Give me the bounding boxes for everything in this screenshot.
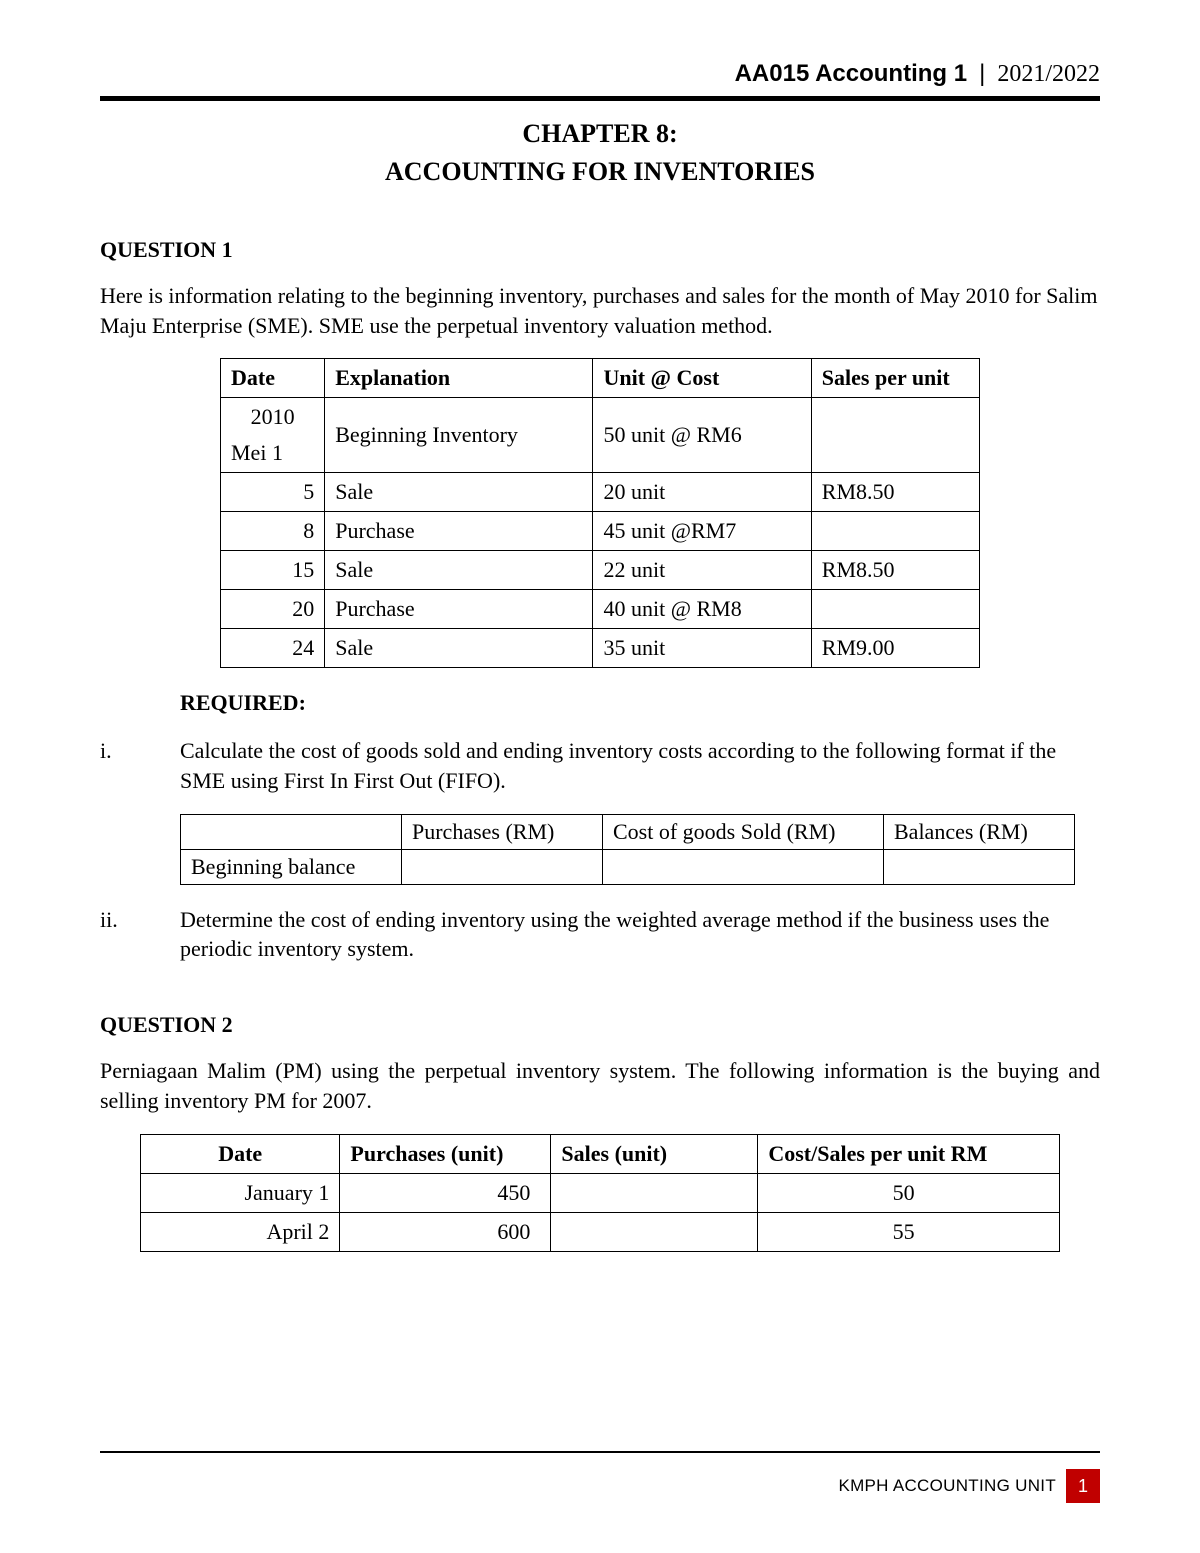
footer-unit-label: KMPH ACCOUNTING UNIT — [838, 1476, 1056, 1496]
q1-inventory-table: Date Explanation Unit @ Cost Sales per u… — [220, 358, 980, 668]
q1-row2-date: 8 — [221, 512, 325, 551]
req-ii-text: Determine the cost of ending inventory u… — [180, 905, 1100, 964]
q1-row0-date: Mei 1 — [231, 440, 314, 466]
question-2-heading: QUESTION 2 — [100, 1012, 1100, 1038]
q2-row0-sales — [551, 1173, 758, 1212]
requirement-ii: ii. Determine the cost of ending invento… — [100, 905, 1100, 964]
q1-row1-sales: RM8.50 — [811, 473, 979, 512]
q1-row3-sales: RM8.50 — [811, 551, 979, 590]
footer-rule — [100, 1451, 1100, 1453]
req-ii-num: ii. — [100, 905, 180, 964]
page-header: AA015 Accounting 1 | 2021/2022 — [100, 60, 1100, 88]
document-page: AA015 Accounting 1 | 2021/2022 CHAPTER 8… — [0, 0, 1200, 1553]
q2-row1-purch: 600 — [340, 1212, 551, 1251]
q1-row4-exp: Purchase — [325, 590, 593, 629]
q1-row4-sales — [811, 590, 979, 629]
q1-th-sales: Sales per unit — [811, 359, 979, 398]
course-code: AA015 Accounting 1 — [735, 60, 968, 87]
q1-row4-date: 20 — [221, 590, 325, 629]
q1-row3-exp: Sale — [325, 551, 593, 590]
q1-row2-sales — [811, 512, 979, 551]
q1-row0-exp: Beginning Inventory — [325, 416, 593, 473]
q1-row0-unit: 50 unit @ RM6 — [593, 416, 811, 473]
q1-cell-empty — [593, 398, 811, 416]
header-separator: | — [979, 60, 985, 87]
q2-row0-date: January 1 — [141, 1173, 340, 1212]
t2-h0 — [181, 814, 402, 849]
q1-row2-unit: 45 unit @RM7 — [593, 512, 811, 551]
q1-row3-unit: 22 unit — [593, 551, 811, 590]
q2-row0-cost: 50 — [758, 1173, 1060, 1212]
q1-row2-exp: Purchase — [325, 512, 593, 551]
page-footer: KMPH ACCOUNTING UNIT 1 — [100, 1451, 1100, 1503]
academic-year: 2021/2022 — [997, 61, 1100, 87]
q1-row5-exp: Sale — [325, 629, 593, 668]
req-i-num: i. — [100, 736, 180, 795]
q1-row1-date: 5 — [221, 473, 325, 512]
q2-th-cost: Cost/Sales per unit RM — [758, 1134, 1060, 1173]
q1-cell-empty — [325, 398, 593, 416]
question-1-heading: QUESTION 1 — [100, 237, 1100, 263]
t2-h2: Cost of goods Sold (RM) — [603, 814, 884, 849]
q1-cell-empty — [811, 398, 979, 416]
t2-cell-empty — [402, 849, 603, 884]
chapter-title: ACCOUNTING FOR INVENTORIES — [100, 157, 1100, 187]
chapter-number: CHAPTER 8: — [100, 119, 1100, 149]
q2-th-date: Date — [141, 1134, 340, 1173]
q1-row5-unit: 35 unit — [593, 629, 811, 668]
q2-inventory-table: Date Purchases (unit) Sales (unit) Cost/… — [140, 1134, 1060, 1252]
q2-row1-sales — [551, 1212, 758, 1251]
header-rule — [100, 96, 1100, 101]
t2-h1: Purchases (RM) — [402, 814, 603, 849]
q1-row0-sales — [811, 416, 979, 473]
req-i-text: Calculate the cost of goods sold and end… — [180, 736, 1100, 795]
question-1-intro: Here is information relating to the begi… — [100, 281, 1100, 340]
q1-year: 2010 — [231, 404, 314, 430]
question-2-intro: Perniagaan Malim (PM) using the perpetua… — [100, 1056, 1100, 1115]
q1-row3-date: 15 — [221, 551, 325, 590]
q2-th-purchases: Purchases (unit) — [340, 1134, 551, 1173]
q2-th-sales: Sales (unit) — [551, 1134, 758, 1173]
q1-row5-sales: RM9.00 — [811, 629, 979, 668]
q2-row1-date: April 2 — [141, 1212, 340, 1251]
q1-row1-exp: Sale — [325, 473, 593, 512]
q1-row5-date: 24 — [221, 629, 325, 668]
requirement-i: i. Calculate the cost of goods sold and … — [100, 736, 1100, 795]
t2-row-label: Beginning balance — [181, 849, 402, 884]
q2-row0-purch: 450 — [340, 1173, 551, 1212]
page-number-badge: 1 — [1066, 1469, 1100, 1503]
q1-th-unit-cost: Unit @ Cost — [593, 359, 811, 398]
q2-row1-cost: 55 — [758, 1212, 1060, 1251]
q1-th-explanation: Explanation — [325, 359, 593, 398]
t2-cell-empty — [603, 849, 884, 884]
q1-row4-unit: 40 unit @ RM8 — [593, 590, 811, 629]
q1-row1-unit: 20 unit — [593, 473, 811, 512]
t2-h3: Balances (RM) — [884, 814, 1075, 849]
t2-cell-empty — [884, 849, 1075, 884]
required-heading: REQUIRED: — [100, 690, 1100, 716]
fifo-format-table: Purchases (RM) Cost of goods Sold (RM) B… — [180, 814, 1075, 885]
q1-th-date: Date — [221, 359, 325, 398]
